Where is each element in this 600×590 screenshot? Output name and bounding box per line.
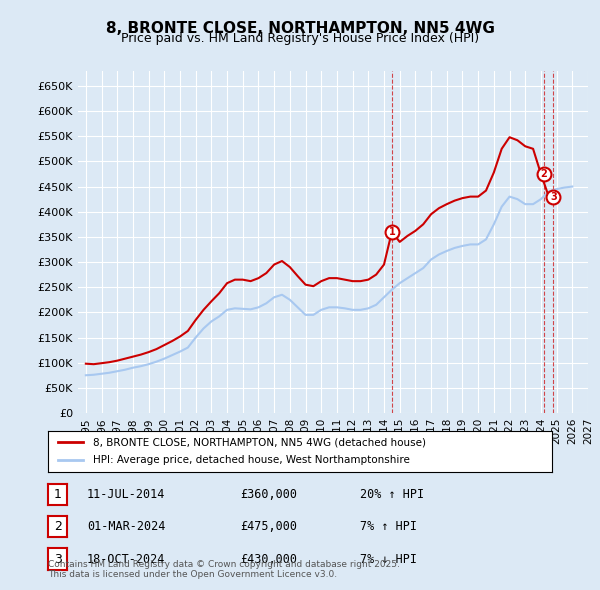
Text: Contains HM Land Registry data © Crown copyright and database right 2025.
This d: Contains HM Land Registry data © Crown c… [48, 560, 400, 579]
Text: 3: 3 [550, 192, 557, 202]
Text: 18-OCT-2024: 18-OCT-2024 [87, 552, 166, 566]
Text: 2: 2 [53, 520, 62, 533]
Text: 8, BRONTE CLOSE, NORTHAMPTON, NN5 4WG: 8, BRONTE CLOSE, NORTHAMPTON, NN5 4WG [106, 21, 494, 35]
Text: Price paid vs. HM Land Registry's House Price Index (HPI): Price paid vs. HM Land Registry's House … [121, 32, 479, 45]
Text: 7% ↓ HPI: 7% ↓ HPI [360, 552, 417, 566]
Text: HPI: Average price, detached house, West Northamptonshire: HPI: Average price, detached house, West… [94, 455, 410, 466]
Text: 1: 1 [53, 487, 62, 501]
Text: 11-JUL-2014: 11-JUL-2014 [87, 487, 166, 501]
Text: £430,000: £430,000 [240, 552, 297, 566]
Text: £360,000: £360,000 [240, 487, 297, 501]
Text: 3: 3 [53, 552, 62, 566]
Text: 2: 2 [540, 169, 547, 179]
Text: 8, BRONTE CLOSE, NORTHAMPTON, NN5 4WG (detached house): 8, BRONTE CLOSE, NORTHAMPTON, NN5 4WG (d… [94, 437, 427, 447]
Text: 01-MAR-2024: 01-MAR-2024 [87, 520, 166, 533]
Text: 1: 1 [389, 227, 395, 237]
Text: £475,000: £475,000 [240, 520, 297, 533]
Text: 20% ↑ HPI: 20% ↑ HPI [360, 487, 424, 501]
Text: 7% ↑ HPI: 7% ↑ HPI [360, 520, 417, 533]
